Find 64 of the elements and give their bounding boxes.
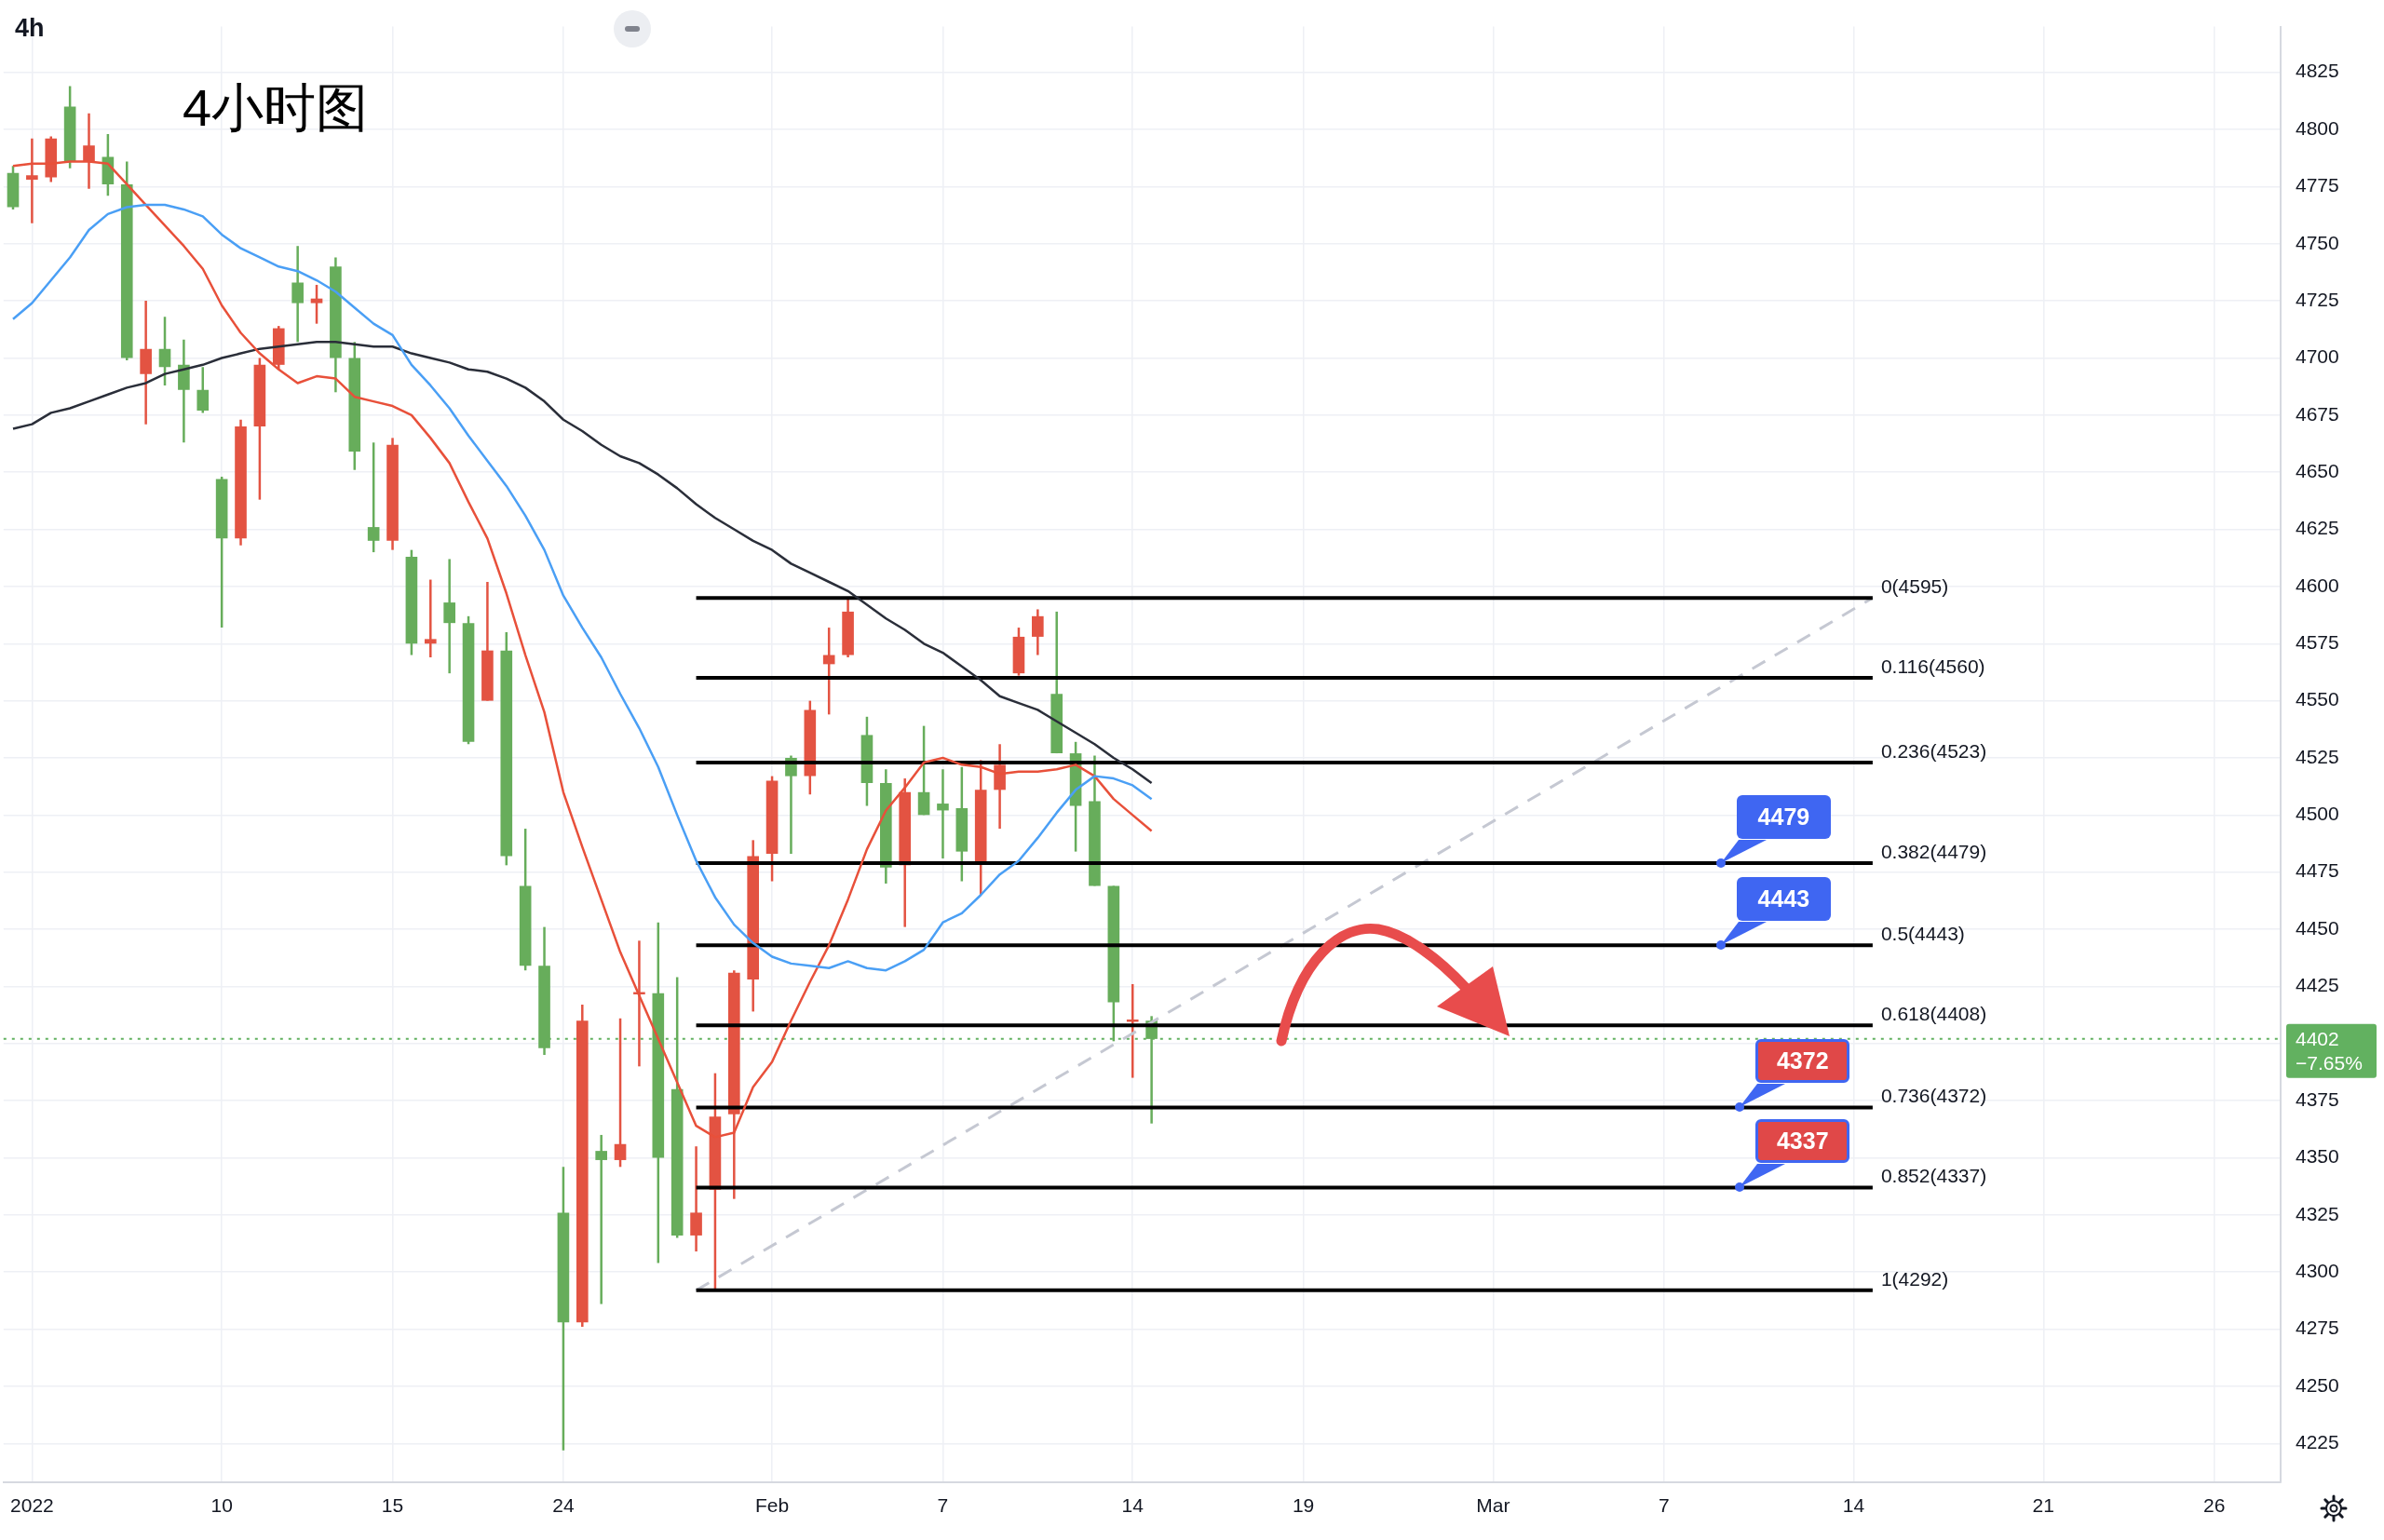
annotation: 4479 [1757,803,1810,831]
ref-line-label: 4402 [2296,1027,2339,1049]
y-tick-label: 4650 [2296,459,2339,481]
series-label: 0.618(4408) [1880,1003,1987,1025]
series-label: 0.116(4560) [1880,655,1985,678]
y-tick-label: 4600 [2296,574,2339,596]
y-tick-label: 4525 [2296,745,2339,767]
y-tick-label: 4575 [2296,631,2339,654]
candlestick [937,769,949,858]
y-tick-label: 4350 [2296,1145,2339,1168]
callout-bubble: 4337 [1755,1119,1850,1164]
y-tick-label: 4700 [2296,345,2339,368]
x-tick-label: 10 [210,1494,233,1517]
y-tick-label: 4550 [2296,688,2339,710]
candlestick [140,301,152,425]
y-tick-label: 4475 [2296,859,2339,882]
series-label: 1(4292) [1880,1267,1949,1290]
callout-bubble: 4372 [1755,1039,1850,1084]
series-label: 0.236(4523) [1880,739,1987,762]
x-tick-label: Feb [754,1494,790,1517]
annotation: 4443 [1757,885,1810,913]
series-label: 0(4595) [1880,575,1949,598]
x-tick-label: 24 [552,1494,575,1517]
candlestick [690,1146,702,1252]
y-tick-label: 4725 [2296,288,2339,310]
x-tick-label: 7 [937,1494,949,1517]
candlestick [178,339,190,443]
y-tick-label: 4625 [2296,517,2339,539]
y-tick-label: 4325 [2296,1202,2339,1224]
x-tick-label: 14 [1121,1494,1145,1517]
series-label: 0.852(4337) [1880,1165,1987,1187]
y-tick-label: 4300 [2296,1260,2339,1281]
text: −7.65% [2296,1051,2363,1074]
x-tick-label: 19 [1292,1494,1315,1517]
y-tick-label: 4800 [2296,116,2339,139]
y-tick-label: 4675 [2296,402,2339,425]
series-label: 0.736(4372) [1880,1085,1987,1107]
y-tick-label: 4425 [2296,974,2339,996]
y-tick-label: 4750 [2296,231,2339,253]
annotation: 4337 [1776,1128,1829,1155]
y-tick-label: 4775 [2296,174,2339,196]
x-tick-label: Mar [1476,1494,1510,1517]
y-tick-label: 4225 [2296,1431,2339,1453]
candlestick [443,559,455,674]
series-label: 0.382(4479) [1880,840,1987,862]
x-tick-label: 21 [2032,1494,2054,1517]
y-tick-label: 4375 [2296,1087,2339,1110]
chart-subtitle: 4h [15,14,45,43]
candlestick [595,1134,607,1304]
candlestick [424,579,437,657]
x-tick-label: 14 [1842,1494,1865,1517]
x-tick-label: 15 [381,1494,404,1517]
x-tick-label: 7 [1658,1494,1670,1517]
text: 4小时图 [183,78,369,138]
y-tick-label: 4825 [2296,60,2339,82]
y-tick-label: 4500 [2296,803,2339,825]
x-tick-label: 26 [2203,1494,2226,1517]
x-tick-label: 2022 [10,1494,54,1517]
series-label: 0.5(4443) [1880,923,1965,945]
y-tick-label: 4450 [2296,916,2339,939]
y-tick-label: 4250 [2296,1373,2339,1396]
annotation: 4372 [1776,1047,1829,1075]
candlestick [291,246,304,343]
y-tick-label: 4275 [2296,1317,2339,1339]
